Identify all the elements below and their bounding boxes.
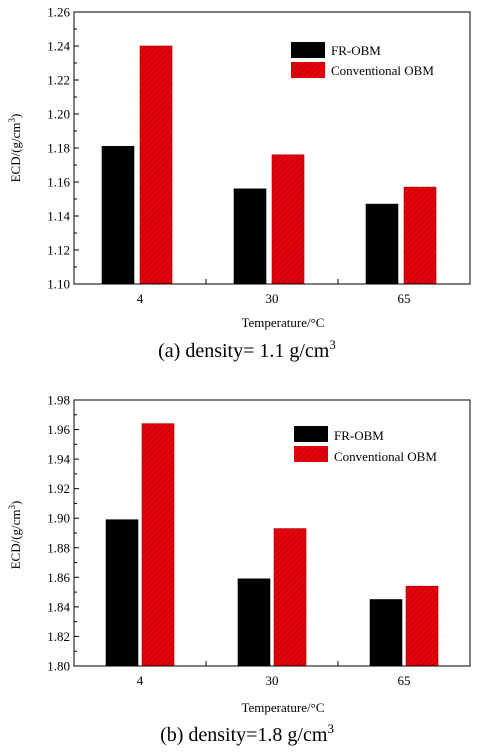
chart-b-y-tick-label: 1.98 (47, 393, 70, 408)
chart-b-x-tick-label: 65 (398, 673, 411, 688)
chart-b-bar-fr-obm-65 (369, 599, 403, 667)
chart-b-x-tick-labels: 4 30 65 (137, 673, 411, 688)
chart-a-y-tick-label: 1.12 (47, 243, 70, 258)
chart-b-bars (105, 423, 439, 667)
chart-a-y-tick-label: 1.22 (47, 73, 70, 88)
chart-a-y-tick-label: 1.10 (47, 277, 70, 292)
chart-b-y-tick-label: 1.94 (47, 452, 70, 467)
chart-b-legend-label-conventional-obm: Conventional OBM (334, 449, 437, 464)
chart-b-legend-label-fr-obm: FR-OBM (334, 428, 384, 443)
chart-b-x-tick-label: 4 (137, 673, 144, 688)
chart-a-y-tick-label: 1.14 (47, 209, 70, 224)
chart-b-bar-fr-obm-4 (105, 519, 139, 667)
chart-a-bar-fr-obm-30 (233, 188, 267, 285)
chart-a-legend-label-conventional-obm: Conventional OBM (331, 63, 434, 78)
chart-a-bar-fr-obm-4 (101, 146, 135, 285)
chart-a-x-axis-label: Temperature/°C (242, 315, 325, 330)
chart-a-x-tick-labels: 4 30 65 (137, 291, 411, 306)
chart-a-x-tick-label: 65 (398, 291, 411, 306)
chart-b-legend-swatch-conventional-obm (294, 446, 328, 462)
chart-a-caption: (a) density= 1.1 g/cm3 (158, 337, 336, 362)
chart-b-x-axis-label: Temperature/°C (242, 700, 325, 715)
chart-b-y-tick-label: 1.86 (47, 570, 70, 585)
chart-a-bar-conventional-obm-4 (139, 45, 173, 285)
chart-a-bar-conventional-obm-65 (403, 186, 437, 285)
chart-b: ECD/(g/cm3) 1.80 1.82 1.84 1.86 1.88 1.90 1.92… (7, 393, 471, 746)
chart-a-y-tick-labels: 1.10 1.12 1.14 1.16 1.18 1.20 1.22 1.24 1.26 (47, 5, 70, 292)
chart-b-y-axis-label: ECD/(g/cm3) (7, 501, 23, 570)
chart-b-y-tick-label: 1.92 (47, 481, 70, 496)
chart-b-y-tick-label: 1.80 (47, 659, 70, 674)
chart-b-y-tick-label: 1.88 (47, 540, 70, 555)
chart-b-bar-conventional-obm-30 (273, 528, 307, 667)
chart-a-legend-label-fr-obm: FR-OBM (331, 43, 381, 58)
chart-a-y-ticks (74, 11, 79, 285)
chart-a-bars (101, 45, 437, 285)
chart-a-y-tick-label: 1.16 (47, 175, 70, 190)
chart-b-legend-swatch-fr-obm (294, 426, 328, 442)
chart-b-bar-conventional-obm-4 (141, 423, 175, 667)
chart-b-legend: FR-OBM Conventional OBM (294, 426, 437, 464)
chart-b-x-tick-label: 30 (266, 673, 279, 688)
chart-b-y-tick-label: 1.82 (47, 629, 70, 644)
chart-b-x-ticks (205, 661, 339, 666)
chart-b-bar-conventional-obm-65 (405, 585, 439, 667)
chart-b-y-ticks (74, 399, 79, 667)
chart-a: ECD/(g/cm3) 1.10 1.12 1.14 1.16 1.18 1.20 1.22… (7, 5, 471, 362)
chart-b-caption: (b) density=1.8 g/cm3 (160, 721, 334, 746)
chart-a-legend-swatch-conventional-obm (291, 62, 325, 78)
chart-a-legend: FR-OBM Conventional OBM (291, 42, 434, 78)
chart-b-y-tick-labels: 1.80 1.82 1.84 1.86 1.88 1.90 1.92 1.94 1.96 1.98 (47, 393, 70, 674)
chart-a-y-axis-label: ECD/(g/cm3) (7, 114, 23, 183)
chart-b-y-tick-label: 1.84 (47, 599, 70, 614)
chart-b-y-tick-label: 1.90 (47, 511, 70, 526)
chart-a-x-tick-label: 4 (137, 291, 144, 306)
chart-a-y-tick-label: 1.26 (47, 5, 70, 20)
chart-a-x-ticks (205, 279, 339, 284)
chart-b-bar-fr-obm-30 (237, 578, 271, 667)
chart-a-y-tick-label: 1.20 (47, 107, 70, 122)
chart-a-bar-fr-obm-65 (365, 203, 399, 285)
chart-a-bar-conventional-obm-30 (271, 154, 305, 285)
chart-a-y-tick-label: 1.24 (47, 39, 70, 54)
chart-a-legend-swatch-fr-obm (291, 42, 325, 58)
chart-a-x-tick-label: 30 (266, 291, 279, 306)
chart-a-y-tick-label: 1.18 (47, 141, 70, 156)
chart-b-y-tick-label: 1.96 (47, 422, 70, 437)
